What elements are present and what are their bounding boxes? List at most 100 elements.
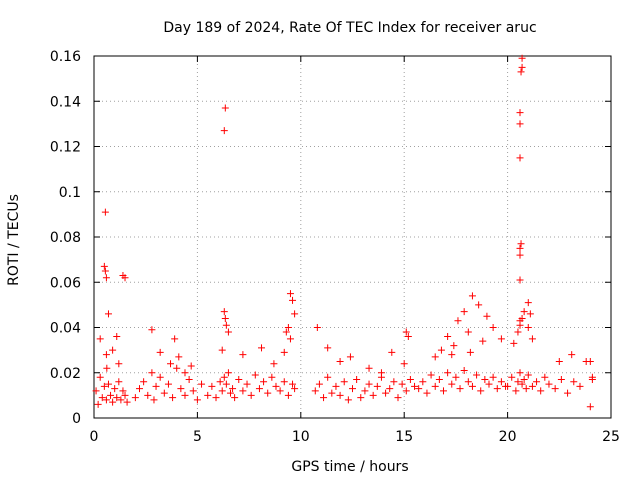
x-tick-label: 25 bbox=[602, 429, 620, 445]
data-point bbox=[239, 387, 247, 395]
data-point bbox=[545, 380, 553, 388]
data-point bbox=[551, 385, 559, 393]
data-point bbox=[528, 382, 536, 390]
x-tick-label: 0 bbox=[90, 429, 99, 445]
data-point bbox=[518, 54, 526, 62]
data-point bbox=[435, 376, 443, 384]
data-point bbox=[284, 391, 292, 399]
data-point bbox=[508, 373, 516, 381]
y-tick-label: 0.16 bbox=[50, 49, 81, 65]
data-point bbox=[324, 373, 332, 381]
data-point bbox=[485, 380, 493, 388]
data-points bbox=[92, 54, 596, 411]
data-point bbox=[516, 369, 524, 377]
data-point bbox=[152, 382, 160, 390]
data-point bbox=[402, 328, 410, 336]
data-point bbox=[235, 376, 243, 384]
data-point bbox=[208, 382, 216, 390]
data-point bbox=[216, 378, 224, 386]
data-point bbox=[475, 301, 483, 309]
data-point bbox=[198, 380, 206, 388]
data-point bbox=[315, 380, 323, 388]
y-tick-label: 0.08 bbox=[50, 230, 81, 246]
data-point bbox=[109, 346, 117, 354]
data-point bbox=[221, 314, 229, 322]
data-point bbox=[311, 387, 319, 395]
data-point bbox=[427, 371, 435, 379]
data-point bbox=[100, 382, 108, 390]
data-point bbox=[243, 380, 251, 388]
data-point bbox=[514, 328, 522, 336]
y-tick-label: 0.06 bbox=[50, 275, 81, 291]
data-point bbox=[516, 244, 524, 252]
data-point bbox=[516, 276, 524, 284]
data-point bbox=[239, 351, 247, 359]
data-point bbox=[394, 394, 402, 402]
data-point bbox=[160, 389, 168, 397]
data-point bbox=[276, 387, 284, 395]
data-point bbox=[102, 396, 110, 404]
data-point bbox=[98, 394, 106, 402]
data-point bbox=[220, 373, 228, 381]
data-point bbox=[224, 328, 232, 336]
data-point bbox=[119, 387, 127, 395]
data-point bbox=[431, 382, 439, 390]
data-point bbox=[181, 391, 189, 399]
data-point bbox=[144, 391, 152, 399]
data-point bbox=[280, 378, 288, 386]
data-point bbox=[204, 391, 212, 399]
y-tick-label: 0.04 bbox=[50, 321, 81, 337]
data-point bbox=[402, 387, 410, 395]
grid-lines bbox=[94, 56, 611, 418]
x-axis-label: GPS time / hours bbox=[291, 459, 408, 475]
data-point bbox=[226, 389, 234, 397]
data-point bbox=[222, 380, 230, 388]
data-point bbox=[493, 385, 501, 393]
y-tick-label: 0.02 bbox=[50, 366, 81, 382]
data-point bbox=[570, 378, 578, 386]
data-point bbox=[377, 369, 385, 377]
y-axis-label: ROTI / TECUs bbox=[6, 194, 22, 286]
data-point bbox=[218, 346, 226, 354]
data-point bbox=[231, 394, 239, 402]
data-point bbox=[460, 366, 468, 374]
data-point bbox=[167, 360, 175, 368]
data-point bbox=[588, 373, 596, 381]
data-point bbox=[411, 382, 419, 390]
data-point bbox=[282, 328, 290, 336]
data-point bbox=[102, 351, 110, 359]
data-point bbox=[101, 208, 109, 216]
data-point bbox=[423, 389, 431, 397]
data-point bbox=[365, 364, 373, 372]
data-point bbox=[150, 396, 158, 404]
data-point bbox=[164, 380, 172, 388]
data-point bbox=[361, 387, 369, 395]
data-point bbox=[258, 344, 266, 352]
data-point bbox=[522, 385, 530, 393]
data-point bbox=[444, 369, 452, 377]
data-point bbox=[346, 353, 354, 361]
data-point bbox=[291, 310, 299, 318]
data-point bbox=[229, 385, 237, 393]
data-point bbox=[464, 328, 472, 336]
data-point bbox=[524, 299, 532, 307]
data-point bbox=[131, 394, 139, 402]
data-point bbox=[171, 335, 179, 343]
data-point bbox=[528, 335, 536, 343]
data-point bbox=[148, 326, 156, 334]
data-point bbox=[247, 391, 255, 399]
data-point bbox=[156, 348, 164, 356]
data-point bbox=[497, 378, 505, 386]
y-tick-label: 0.1 bbox=[59, 185, 81, 201]
data-point bbox=[220, 308, 228, 316]
data-point bbox=[444, 333, 452, 341]
data-point bbox=[123, 398, 131, 406]
data-point bbox=[104, 310, 112, 318]
data-point bbox=[92, 387, 100, 395]
data-point bbox=[518, 314, 526, 322]
data-point bbox=[517, 240, 525, 248]
data-point bbox=[537, 387, 545, 395]
data-point bbox=[224, 369, 232, 377]
data-point bbox=[517, 68, 525, 76]
data-point bbox=[328, 389, 336, 397]
